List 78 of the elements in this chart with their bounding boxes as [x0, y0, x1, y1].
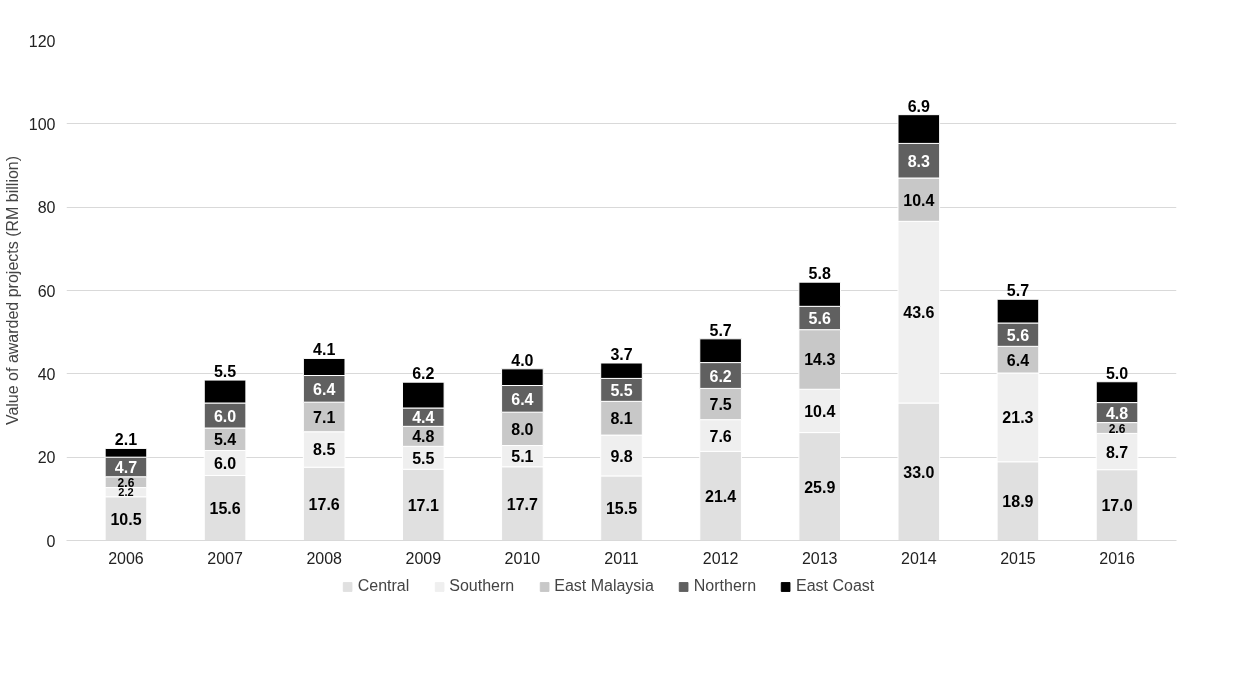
x-tick-label: 2009 — [405, 549, 442, 567]
x-tick-label: 2006 — [108, 549, 144, 567]
data-label: 5.5 — [213, 363, 237, 381]
data-label: 2.1 — [114, 431, 138, 449]
x-tick-label: 2015 — [1000, 549, 1036, 567]
data-label: 4.1 — [313, 341, 336, 359]
data-label: 6.4 — [1006, 351, 1030, 369]
y-tick-label: 60 — [37, 282, 56, 300]
x-tick-label: 2011 — [604, 549, 639, 567]
data-label: 4.0 — [511, 351, 534, 369]
data-label: 4.4 — [412, 409, 435, 427]
y-tick-label: 120 — [28, 32, 56, 50]
data-label: 21.4 — [705, 487, 737, 505]
data-label: 8.3 — [907, 152, 931, 170]
data-label: 4.8 — [1105, 404, 1129, 422]
data-label: 6.4 — [313, 380, 336, 398]
data-label: 7.5 — [709, 396, 732, 414]
data-label: 10.5 — [110, 510, 142, 528]
y-tick-label: 0 — [46, 532, 56, 550]
data-label: 15.5 — [605, 500, 638, 518]
legend-label: East Malaysia — [554, 577, 654, 595]
legend-label: Northern — [693, 577, 757, 595]
data-label: 21.3 — [1002, 409, 1034, 427]
data-label: 2.2 — [118, 486, 134, 499]
data-label: 6.2 — [709, 367, 732, 385]
data-label: 8.5 — [313, 441, 336, 459]
data-label: 8.0 — [511, 420, 534, 438]
data-label: 15.6 — [209, 500, 241, 517]
data-label: 4.8 — [412, 428, 435, 446]
x-tick-label: 2008 — [306, 549, 343, 567]
data-label: 3.7 — [610, 346, 633, 363]
data-label: 17.1 — [407, 496, 439, 514]
legend-label: Southern — [449, 577, 515, 595]
data-label: 7.6 — [709, 427, 732, 445]
data-label: 5.1 — [511, 448, 534, 466]
data-label: 8.7 — [1105, 443, 1129, 461]
data-label: 18.9 — [1002, 493, 1034, 511]
data-label: 10.4 — [903, 191, 935, 209]
data-label: 5.6 — [808, 310, 831, 327]
data-label: 6.0 — [213, 455, 237, 472]
data-label: 33.0 — [903, 463, 935, 481]
data-label: 17.7 — [506, 495, 539, 513]
data-label: 5.7 — [709, 321, 732, 339]
data-label: 17.0 — [1101, 497, 1133, 515]
data-label: 5.8 — [808, 265, 831, 283]
data-label: 6.9 — [907, 97, 931, 115]
data-label: 6.0 — [213, 407, 237, 425]
data-label: 7.1 — [313, 408, 336, 426]
y-axis-title: Value of awarded projects (RM billion) — [3, 155, 21, 426]
data-label: 6.4 — [511, 390, 534, 408]
data-label: 5.0 — [1105, 364, 1129, 382]
data-label: 43.6 — [903, 304, 935, 322]
x-tick-label: 2016 — [1099, 549, 1135, 567]
y-tick-label: 40 — [37, 365, 56, 383]
x-tick-label: 2007 — [207, 549, 243, 567]
data-label: 5.4 — [213, 431, 237, 449]
x-tick-label: 2010 — [504, 549, 541, 567]
x-tick-label: 2013 — [801, 549, 838, 567]
legend-label: East Coast — [796, 577, 875, 595]
data-label: 9.8 — [610, 447, 633, 465]
y-tick-label: 100 — [28, 115, 56, 133]
data-label: 25.9 — [804, 478, 836, 496]
data-label: 5.5 — [610, 381, 633, 399]
data-label: 8.1 — [610, 410, 633, 428]
x-tick-label: 2012 — [702, 549, 739, 567]
data-label: 14.3 — [804, 351, 836, 369]
data-label: 2.6 — [1108, 421, 1126, 436]
data-label: 5.5 — [412, 449, 435, 467]
data-label: 6.2 — [412, 365, 435, 383]
data-label: 10.4 — [804, 402, 836, 420]
data-label: 4.7 — [114, 458, 138, 476]
legend-label: Central — [357, 577, 410, 595]
y-tick-label: 20 — [37, 449, 56, 467]
data-label: 5.6 — [1006, 326, 1030, 344]
data-label: 5.7 — [1006, 282, 1030, 300]
y-tick-label: 80 — [37, 199, 56, 217]
x-tick-label: 2014 — [901, 549, 937, 567]
data-label: 17.6 — [308, 495, 340, 513]
